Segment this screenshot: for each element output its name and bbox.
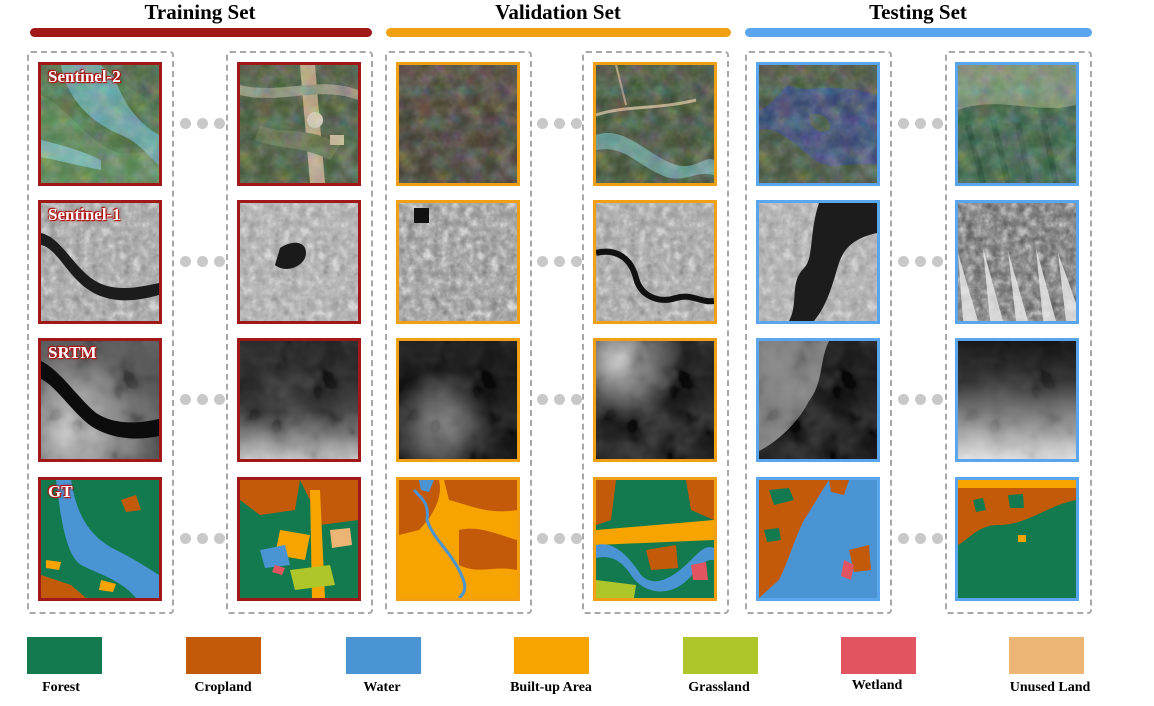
legend-label-water: Water: [363, 680, 401, 695]
tile-val1-gt: [396, 477, 520, 601]
ellipsis-dots: [180, 118, 226, 130]
tile-val2-gt: [593, 477, 717, 601]
tile-val1-sentinel1: [396, 200, 520, 324]
tile-test1-srtm: [756, 338, 880, 462]
tile-test2-gt: [955, 477, 1079, 601]
ellipsis-dots: [180, 533, 226, 545]
validation-set-bar: [386, 28, 731, 37]
tile-val2-srtm: [593, 338, 717, 462]
row-label-gt: GT: [48, 482, 73, 501]
ellipsis-dots: [180, 256, 226, 268]
legend-label-forest: Forest: [42, 680, 80, 695]
tile-train1-sentinel1: Sentinel-1: [38, 200, 162, 324]
training-set-title: Training Set: [144, 0, 256, 24]
ellipsis-dots: [898, 394, 944, 406]
tile-train1-srtm: SRTM: [38, 338, 162, 462]
ellipsis-dots: [537, 394, 583, 406]
legend-swatch-forest: [27, 637, 102, 674]
legend-label-built-up-area: Built-up Area: [510, 680, 592, 695]
row-label-sentinel1: Sentinel-1: [48, 205, 121, 224]
tile-test2-srtm: [955, 338, 1079, 462]
row-label-srtm: SRTM: [48, 343, 97, 362]
testing-group-right: [945, 51, 1092, 614]
tile-test1-sentinel2: [756, 62, 880, 186]
legend-swatch-built-up-area: [514, 637, 589, 674]
training-group-left: [27, 51, 174, 614]
tile-train2-srtm: [237, 338, 361, 462]
ellipsis-dots: [537, 256, 583, 268]
ellipsis-dots: [537, 118, 583, 130]
tile-train2-sentinel2: [237, 62, 361, 186]
legend-label-grassland: Grassland: [688, 680, 750, 695]
tile-test1-gt: [756, 477, 880, 601]
ellipsis-dots: [898, 118, 944, 130]
tile-val1-srtm: [396, 338, 520, 462]
validation-group-right: [582, 51, 729, 614]
ellipsis-dots: [180, 394, 226, 406]
validation-group-left: [385, 51, 532, 614]
tile-val2-sentinel1: [593, 200, 717, 324]
validation-set-title: Validation Set: [495, 0, 621, 24]
tile-train1-sentinel2: Sentinel-2: [38, 62, 162, 186]
legend-swatch-wetland: [841, 637, 916, 674]
tile-val1-sentinel2: [396, 62, 520, 186]
tile-train1-gt: GT: [38, 477, 162, 601]
legend-swatch-unused-land: [1009, 637, 1084, 674]
tile-train2-sentinel1: [237, 200, 361, 324]
tile-test2-sentinel2: [955, 62, 1079, 186]
legend-label-unused-land: Unused Land: [1009, 680, 1091, 695]
legend-label-wetland: Wetland: [851, 678, 903, 693]
tile-train2-gt: [237, 477, 361, 601]
testing-group-left: [745, 51, 892, 614]
legend-swatch-grassland: [683, 637, 758, 674]
legend-swatch-water: [346, 637, 421, 674]
testing-set-title: Testing Set: [869, 0, 967, 24]
testing-set-bar: [745, 28, 1092, 37]
tile-val2-sentinel2: [593, 62, 717, 186]
ellipsis-dots: [537, 533, 583, 545]
tile-test1-sentinel1: [756, 200, 880, 324]
legend-label-cropland: Cropland: [194, 680, 252, 695]
ellipsis-dots: [898, 533, 944, 545]
training-set-bar: [30, 28, 372, 37]
legend-swatch-cropland: [186, 637, 261, 674]
ellipsis-dots: [898, 256, 944, 268]
row-label-sentinel2: Sentinel-2: [48, 67, 121, 86]
training-group-right: [226, 51, 373, 614]
tile-test2-sentinel1: [955, 200, 1079, 324]
